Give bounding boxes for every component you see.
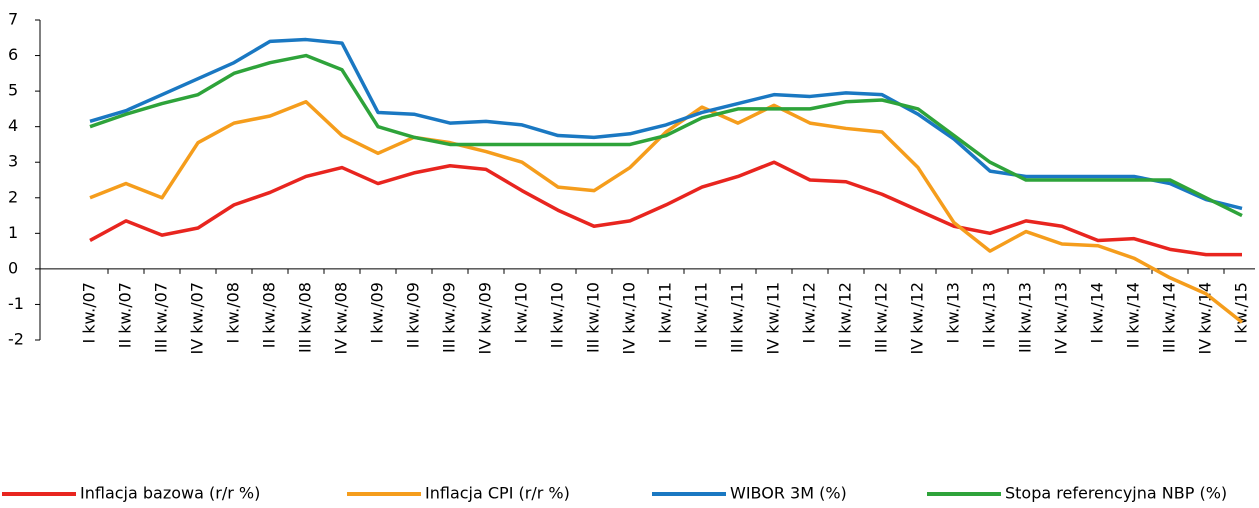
x-tick-label: III kw./12	[872, 282, 891, 353]
x-tick-label: III kw./13	[1016, 282, 1035, 353]
y-tick-label: 6	[8, 45, 18, 64]
x-tick-label: II kw./12	[836, 282, 855, 348]
x-tick-label: III kw./11	[728, 282, 747, 353]
y-tick-label: 5	[8, 81, 18, 100]
x-tick-label: I kw./08	[224, 282, 243, 344]
x-tick-label: II kw./14	[1124, 282, 1143, 348]
y-tick-label: -1	[8, 294, 24, 313]
x-tick-label: III kw./10	[584, 282, 603, 353]
series-line	[89, 160, 1242, 257]
x-tick-label: II kw./13	[980, 282, 999, 348]
y-tick-label: 2	[8, 187, 18, 206]
x-tick-label: IV kw./11	[764, 282, 783, 354]
x-tick-label: III kw./08	[296, 282, 315, 353]
x-tick-label: I kw./14	[1088, 282, 1107, 344]
x-tick-label: I kw./12	[800, 282, 819, 344]
series-line	[89, 100, 1244, 324]
series-line	[89, 53, 1243, 218]
y-tick-label: 4	[8, 116, 18, 135]
x-tick-label: IV kw./14	[1196, 282, 1215, 354]
x-tick-label: I kw./13	[944, 282, 963, 344]
x-tick-label: I kw./10	[512, 282, 531, 344]
x-tick-label: IV kw./13	[1052, 282, 1071, 354]
x-tick-label: IV kw./07	[188, 282, 207, 354]
x-tick-label: I kw./09	[368, 282, 387, 344]
legend-label: Stopa referencyjna NBP (%)	[1005, 484, 1227, 503]
x-tick-label: II kw./08	[260, 282, 279, 348]
series-line	[89, 37, 1243, 211]
x-tick-label: II kw./11	[692, 282, 711, 348]
x-tick-label: I kw./15	[1232, 282, 1251, 344]
x-tick-label: I kw./07	[80, 282, 99, 344]
legend-label: Inflacja bazowa (r/r %)	[80, 484, 260, 503]
x-tick-label: I kw./11	[656, 282, 675, 344]
legend-label: WIBOR 3M (%)	[730, 484, 847, 503]
x-tick-label: IV kw./10	[620, 282, 639, 354]
x-tick-label: III kw./07	[152, 282, 171, 353]
legend-label: Inflacja CPI (r/r %)	[425, 484, 570, 503]
x-tick-label: III kw./09	[440, 282, 459, 353]
y-tick-label: 1	[8, 223, 18, 242]
x-tick-label: III kw./14	[1160, 282, 1179, 353]
x-tick-label: IV kw./08	[332, 282, 351, 354]
x-tick-label: IV kw./09	[476, 282, 495, 354]
y-tick-label: 0	[8, 258, 18, 277]
y-tick-label: 7	[8, 10, 18, 29]
x-tick-label: II kw./07	[116, 282, 135, 348]
x-tick-label: II kw./09	[404, 282, 423, 348]
y-tick-label: -2	[8, 330, 24, 349]
y-tick-label: 3	[8, 152, 18, 171]
x-tick-label: II kw./10	[548, 282, 567, 348]
x-tick-label: IV kw./12	[908, 282, 927, 354]
